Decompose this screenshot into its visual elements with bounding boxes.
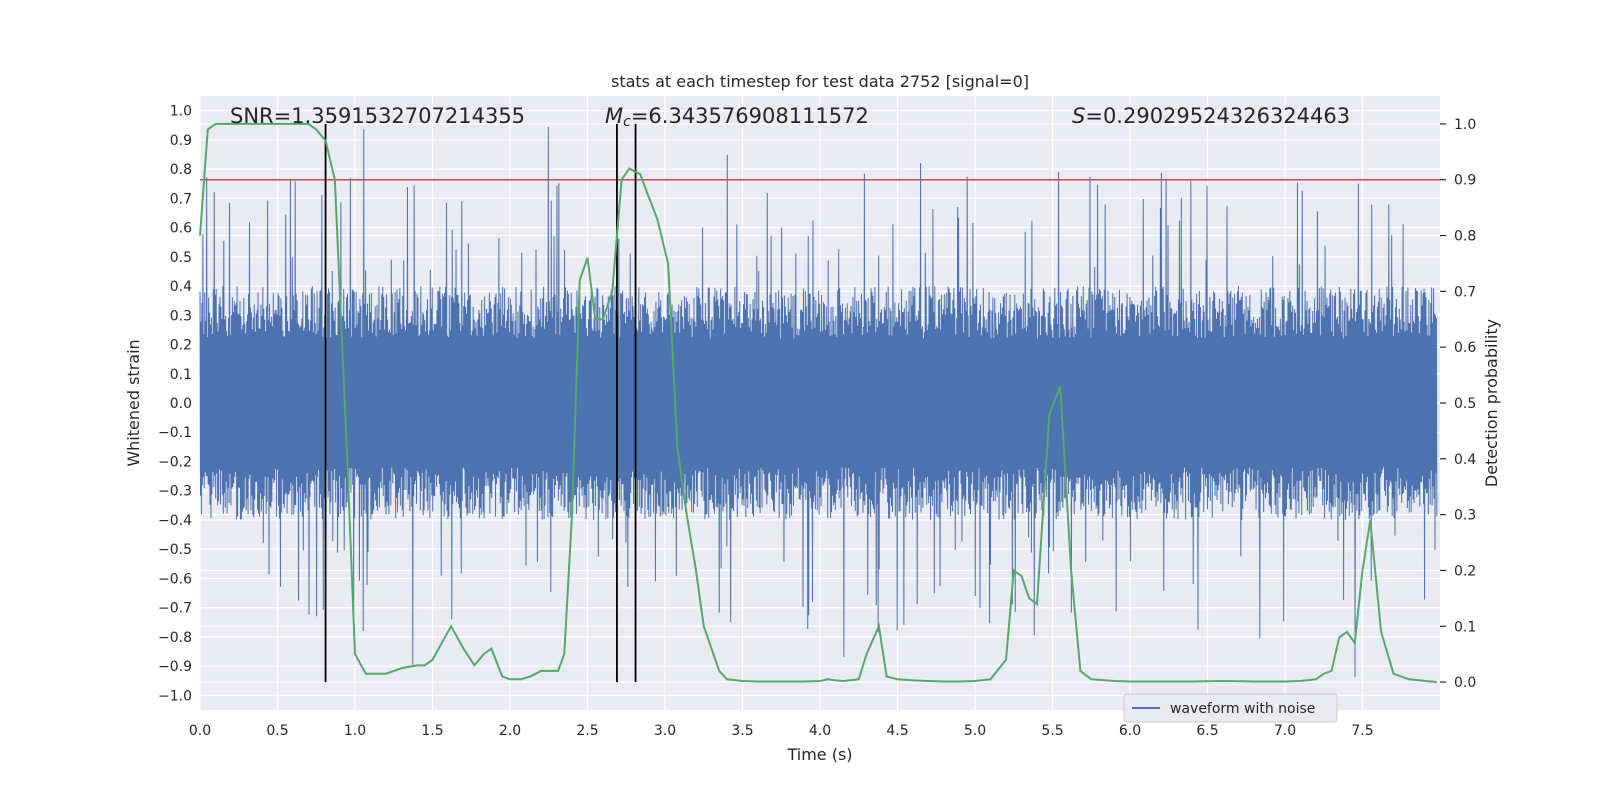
- x-tick-label: 7.0: [1274, 723, 1296, 739]
- x-tick-label: 4.0: [809, 723, 831, 739]
- y2-tick-label: 0.2: [1454, 563, 1476, 579]
- y2-tick-label: 0.3: [1454, 508, 1476, 524]
- event-vertical-lines: [324, 123, 637, 683]
- chirp-mass-annotation: Mc=6.343576908111572: [605, 104, 869, 130]
- waveform-series: [199, 126, 1438, 678]
- s-symbol: S: [1072, 104, 1085, 128]
- x-tick-label: 5.5: [1041, 723, 1063, 739]
- y-tick-label: 0.2: [170, 338, 192, 354]
- legend-label: waveform with noise: [1170, 701, 1315, 717]
- y-tick-label: 1.0: [170, 104, 192, 120]
- y-tick-label: 0.1: [170, 367, 192, 383]
- y-tick-label: −0.2: [158, 454, 192, 470]
- chirp-mass-value: =6.343576908111572: [631, 104, 869, 128]
- x-tick-label: 7.5: [1351, 723, 1373, 739]
- x-tick-label: 2.0: [499, 723, 521, 739]
- y-axis-label: Whitened strain: [124, 339, 143, 466]
- y2-tick-label: 0.8: [1454, 229, 1476, 245]
- y-tick-label: 0.3: [170, 308, 192, 324]
- y2-tick-label: 0.7: [1454, 284, 1476, 300]
- x-axis-ticks: 0.0 0.5 1.0 1.5 2.0 2.5 3.0 3.5 4.0 4.5 5.0 5.5 6.0 6…: [189, 723, 1374, 739]
- y2-tick-label: 0.6: [1454, 340, 1476, 356]
- y-tick-label: −0.7: [158, 601, 192, 617]
- y-tick-label: −1.0: [158, 688, 192, 704]
- y-axis-ticks: 1.0 0.9 0.8 0.7 0.6 0.5 0.4 0.3 0.2 0.1 0.0 −0.1 −0.…: [158, 104, 192, 705]
- legend: waveform with noise: [1123, 693, 1338, 723]
- x-tick-label: 5.0: [964, 723, 986, 739]
- y2-tick-label: 0.1: [1454, 619, 1476, 635]
- legend-box: [1123, 693, 1338, 723]
- x-tick-label: 3.0: [654, 723, 676, 739]
- y2-tick-label: 0.0: [1454, 675, 1476, 691]
- chirp-mass-subscript: c: [623, 114, 631, 130]
- chart-title: stats at each timestep for test data 275…: [611, 72, 1029, 91]
- x-axis-label: Time (s): [786, 745, 852, 764]
- x-tick-label: 6.5: [1196, 723, 1218, 739]
- snr-annotation: SNR=1.3591532707214355: [230, 104, 525, 128]
- x-tick-label: 6.0: [1119, 723, 1141, 739]
- y-tick-label: 0.6: [170, 221, 192, 237]
- y-tick-label: 0.5: [170, 250, 192, 266]
- y2-axis-ticks: 1.0 0.9 0.8 0.7 0.6 0.5 0.4 0.3 0.2 0.1 0.0: [1440, 117, 1476, 691]
- y-tick-label: 0.0: [170, 396, 192, 412]
- x-tick-label: 3.5: [731, 723, 753, 739]
- x-tick-label: 4.5: [886, 723, 908, 739]
- x-tick-label: 1.0: [344, 723, 366, 739]
- s-annotation: S=0.29029524326324463: [1072, 104, 1350, 128]
- y2-tick-label: 1.0: [1454, 117, 1476, 133]
- y-tick-label: −0.6: [158, 571, 192, 587]
- y-tick-label: −0.1: [158, 425, 192, 441]
- chirp-mass-symbol: M: [605, 104, 623, 128]
- y-tick-label: 0.4: [170, 279, 192, 295]
- y-tick-label: 0.9: [170, 133, 192, 149]
- y2-tick-label: 0.5: [1454, 396, 1476, 412]
- y-tick-label: −0.4: [158, 513, 192, 529]
- y-tick-label: −0.3: [158, 484, 192, 500]
- x-tick-label: 1.5: [421, 723, 443, 739]
- y-tick-label: 0.8: [170, 162, 192, 178]
- y-tick-label: −0.9: [158, 659, 192, 675]
- y2-axis-label: Detection probability: [1482, 319, 1501, 487]
- x-tick-label: 2.5: [576, 723, 598, 739]
- detection-probability-line: [199, 122, 1437, 684]
- y2-tick-label: 0.4: [1454, 452, 1476, 468]
- y-tick-label: 0.7: [170, 191, 192, 207]
- y-tick-label: −0.5: [158, 542, 192, 558]
- waveform-line: [199, 126, 1438, 678]
- x-tick-label: 0.5: [266, 723, 288, 739]
- y2-tick-label: 0.9: [1454, 173, 1476, 189]
- y-tick-label: −0.8: [158, 630, 192, 646]
- x-tick-label: 0.0: [189, 723, 211, 739]
- s-value: =0.29029524326324463: [1085, 104, 1350, 128]
